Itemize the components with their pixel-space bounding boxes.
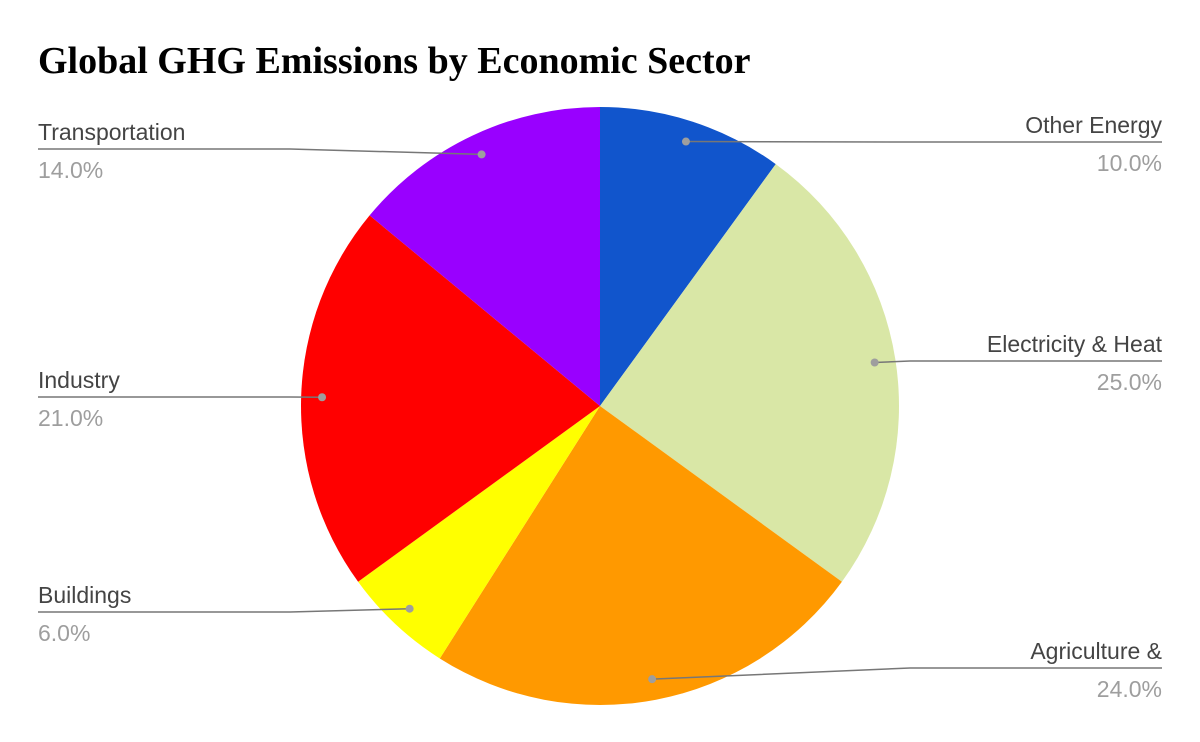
slice-label: Electricity & Heat — [987, 331, 1163, 357]
leader-line — [38, 148, 482, 156]
pie-slice-other-energy — [600, 107, 776, 406]
leader-dot — [648, 675, 657, 684]
leader-dot — [318, 393, 327, 402]
slice-label: Agriculture & — [1030, 638, 1162, 664]
leader-line — [652, 667, 1162, 680]
slice-labels: Other Energy 10.0% Electricity & Heat 25.0%… — [38, 112, 1163, 702]
leader-dot — [681, 137, 690, 146]
slice-percent-label: 24.0% — [1097, 676, 1162, 702]
pie-slice-buildings — [358, 406, 600, 659]
pie-slice-electricity-heat — [600, 164, 899, 582]
slice-percent-label: 6.0% — [38, 620, 90, 646]
pie-slice-agriculture — [439, 406, 842, 705]
leader-dot — [405, 604, 414, 613]
pie-slices — [301, 107, 899, 705]
slice-percent-label: 10.0% — [1097, 150, 1162, 176]
leader-dot — [477, 150, 486, 159]
leader-dot — [870, 358, 879, 367]
label-leaders — [38, 137, 1162, 684]
pie-slice-industry — [301, 215, 600, 582]
slice-percent-label: 25.0% — [1097, 369, 1162, 395]
slice-label: Transportation — [38, 119, 185, 145]
slice-percent-label: 14.0% — [38, 157, 103, 183]
slice-label: Industry — [38, 367, 120, 393]
pie-slice-transportation — [369, 107, 600, 406]
leader-line — [874, 360, 1162, 364]
slice-label: Buildings — [38, 582, 131, 608]
chart-title: Global GHG Emissions by Economic Sector — [38, 40, 751, 82]
slice-percent-label: 21.0% — [38, 405, 103, 431]
leader-line — [38, 607, 410, 613]
slice-label: Other Energy — [1025, 112, 1162, 138]
